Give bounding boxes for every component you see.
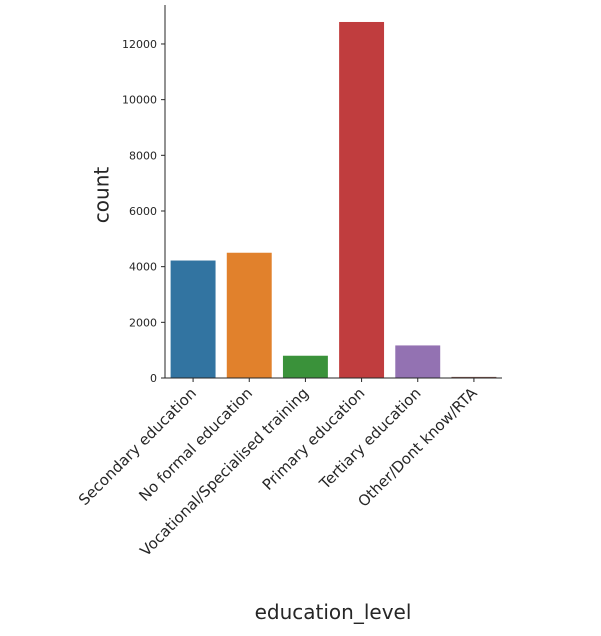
y-tick-label-4: 8000 xyxy=(129,149,157,162)
y-tick-label-3: 6000 xyxy=(129,205,157,218)
y-tick-label-6: 12000 xyxy=(122,38,157,51)
y-axis-title: count xyxy=(90,167,114,224)
y-tick-label-5: 10000 xyxy=(122,94,157,107)
y-tick-label-2: 4000 xyxy=(129,261,157,274)
bar-2 xyxy=(282,355,328,378)
x-tick-label-4: Tertiary education xyxy=(315,384,424,493)
bar-0 xyxy=(170,260,216,378)
bar-3 xyxy=(339,21,385,378)
y-axis-ticks: 0 2000 4000 6000 8000 10000 12000 xyxy=(122,38,165,385)
x-axis-title: education_level xyxy=(255,600,412,624)
x-tick-label-3: Primary education xyxy=(259,384,369,494)
bar-1 xyxy=(226,252,272,378)
y-tick-label-1: 2000 xyxy=(129,316,157,329)
bar-4 xyxy=(395,345,441,378)
bar-5 xyxy=(451,376,497,378)
y-tick-label-0: 0 xyxy=(150,372,157,385)
bars-group xyxy=(170,21,497,378)
